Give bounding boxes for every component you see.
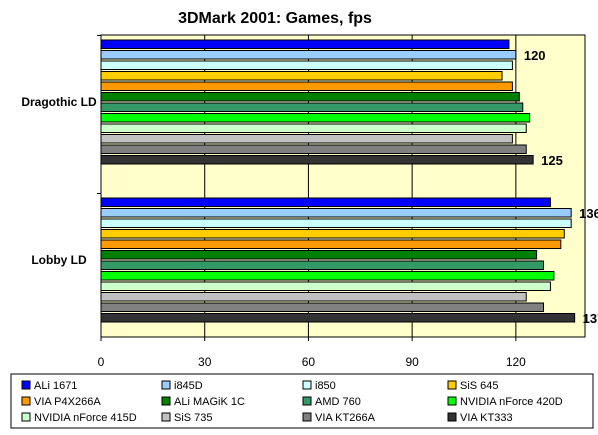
legend: ALi 1671 i845D i850 SiS 645 VIA P4X266A ALi M… <box>10 373 594 429</box>
legend-label-nvidia-nforce-415d: NVIDIA nForce 415D <box>34 412 137 424</box>
legend-swatch-via-p4x266a <box>21 396 31 406</box>
bar-lobby-ld-nvidia-nforce-415d <box>100 281 551 291</box>
legend-label-i845d: i845D <box>174 380 203 392</box>
legend-swatch-via-kt333 <box>447 412 457 422</box>
x-tick-label: 60 <box>302 355 316 369</box>
bars <box>100 39 576 323</box>
bar-lobby-ld-via-kt333 <box>100 313 576 323</box>
bar-lobby-ld-ali-1671 <box>100 197 551 207</box>
x-tick-label: 120 <box>506 355 526 369</box>
bar-dragothic-ld-nvidia-nforce-420d <box>100 113 531 123</box>
legend-label-via-kt333: VIA KT333 <box>460 412 513 424</box>
bar-lobby-ld-nvidia-nforce-420d <box>100 271 555 281</box>
bar-lobby-ld-via-p4x266a <box>100 239 562 249</box>
category-label-lobby-ld: Lobby LD <box>31 253 87 267</box>
bar-lobby-ld-sis-645 <box>100 229 565 239</box>
data-label: 136 <box>579 206 598 221</box>
legend-swatch-sis-735 <box>161 412 171 422</box>
legend-swatch-nvidia-nforce-420d <box>447 396 457 406</box>
x-tick-label: 30 <box>198 355 212 369</box>
bar-dragothic-ld-via-p4x266a <box>100 81 513 91</box>
legend-swatch-i845d <box>161 380 171 390</box>
bar-dragothic-ld-i845d <box>100 50 517 60</box>
legend-label-nvidia-nforce-420d: NVIDIA nForce 420D <box>460 396 563 408</box>
bar-dragothic-ld-via-kt333 <box>100 155 534 165</box>
category-label-dragothic-ld: Dragothic LD <box>21 95 97 109</box>
legend-label-sis-735: SiS 735 <box>174 412 213 424</box>
data-labels: 120 125 136 137 <box>524 48 598 326</box>
legend-label-ali-1671: ALi 1671 <box>34 380 77 392</box>
x-tick-label: 90 <box>405 355 419 369</box>
bar-dragothic-ld-i850 <box>100 60 513 70</box>
legend-label-i850: i850 <box>315 380 336 392</box>
bar-dragothic-ld-via-kt266a <box>100 144 527 154</box>
legend-label-via-p4x266a: VIA P4X266A <box>34 396 101 408</box>
legend-label-sis-645: SiS 645 <box>460 380 499 392</box>
legend-swatch-sis-645 <box>447 380 457 390</box>
data-label: 125 <box>541 153 563 168</box>
x-tick-label: 0 <box>98 355 105 369</box>
bar-lobby-ld-sis-735 <box>100 292 527 302</box>
legend-label-amd-760: AMD 760 <box>315 396 361 408</box>
legend-swatch-amd-760 <box>302 396 312 406</box>
legend-swatch-i850 <box>302 380 312 390</box>
bar-dragothic-ld-amd-760 <box>100 102 524 112</box>
data-label: 137 <box>583 311 598 326</box>
bar-lobby-ld-ali-magik-1c <box>100 250 538 260</box>
bar-dragothic-ld-sis-645 <box>100 71 503 81</box>
bar-lobby-ld-amd-760 <box>100 260 545 270</box>
legend-swatch-ali-1671 <box>21 380 31 390</box>
bar-dragothic-ld-ali-magik-1c <box>100 92 520 102</box>
axes: 0 30 60 90 120 Dragothic LD Lobby LD <box>21 35 585 369</box>
data-label: 120 <box>524 48 546 63</box>
bar-dragothic-ld-sis-735 <box>100 134 513 144</box>
legend-swatch-ali-magik-1c <box>161 396 171 406</box>
bar-lobby-ld-i845d <box>100 208 572 218</box>
legend-swatch-nvidia-nforce-415d <box>21 412 31 422</box>
legend-swatch-via-kt266a <box>302 412 312 422</box>
legend-label-via-kt266a: VIA KT266A <box>315 412 376 424</box>
bar-lobby-ld-via-kt266a <box>100 302 545 312</box>
legend-label-ali-magik-1c: ALi MAGiK 1C <box>174 396 245 408</box>
bar-dragothic-ld-ali-1671 <box>100 39 510 49</box>
legend-box <box>10 373 594 429</box>
bar-dragothic-ld-nvidia-nforce-415d <box>100 123 527 133</box>
bar-lobby-ld-i850 <box>100 218 572 228</box>
chart-title: 3DMark 2001: Games, fps <box>178 10 372 27</box>
